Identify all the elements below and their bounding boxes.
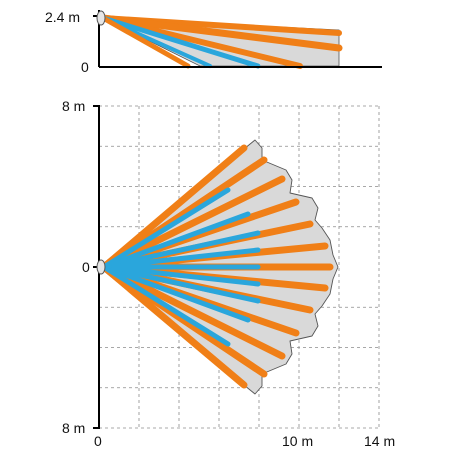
top-beam-short bbox=[101, 264, 251, 323]
top-view: 8 m 0 8 m 0 10 m 14 m bbox=[62, 98, 395, 449]
top-x-zero-label: 0 bbox=[94, 433, 102, 449]
top-beam-short bbox=[101, 230, 261, 270]
side-sensor bbox=[96, 10, 106, 26]
top-beam-long bbox=[100, 263, 286, 360]
top-x-max-label: 14 m bbox=[364, 433, 395, 449]
side-zero-label: 0 bbox=[81, 59, 89, 75]
top-y-bottom-label: 8 m bbox=[62, 420, 85, 436]
side-beam-long bbox=[99, 14, 343, 52]
top-beam-short bbox=[101, 264, 261, 287]
top-beams bbox=[100, 144, 334, 389]
top-beam-short bbox=[101, 211, 251, 270]
top-beam-short bbox=[101, 247, 261, 270]
side-view: 2.4 m 0 bbox=[45, 9, 382, 75]
top-beam-long bbox=[100, 175, 286, 271]
top-sensor bbox=[96, 259, 106, 275]
motion-sensor-icon bbox=[96, 10, 106, 26]
top-beam-short bbox=[101, 187, 231, 270]
top-beam-long bbox=[100, 144, 248, 271]
side-beam-short bbox=[100, 15, 261, 69]
top-beam-short bbox=[101, 264, 231, 347]
top-x-mid-label: 10 m bbox=[282, 433, 313, 449]
side-beam-long bbox=[100, 15, 191, 69]
motion-sensor-icon bbox=[96, 259, 106, 275]
top-y-top-label: 8 m bbox=[62, 98, 85, 114]
top-y-zero-label: 0 bbox=[82, 259, 90, 275]
side-beams bbox=[99, 14, 343, 69]
top-beam-short bbox=[101, 264, 261, 304]
side-height-label: 2.4 m bbox=[45, 9, 80, 25]
